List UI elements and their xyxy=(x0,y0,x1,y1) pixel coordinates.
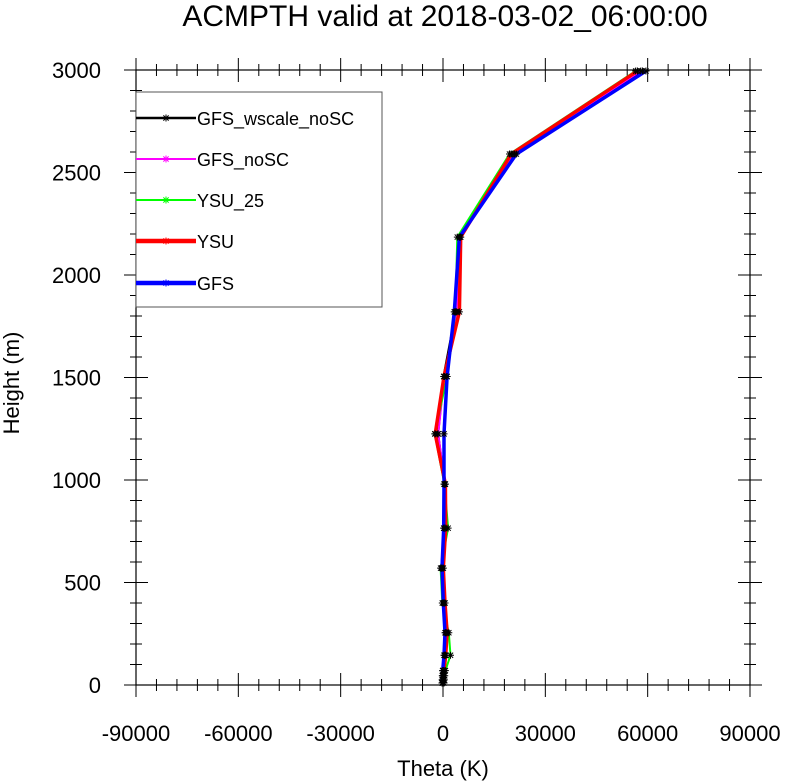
data-point-marker xyxy=(440,651,448,659)
x-axis-label: Theta (K) xyxy=(397,756,489,781)
x-tick-label: -90000 xyxy=(102,721,171,746)
data-point-marker xyxy=(512,150,520,158)
data-point-marker xyxy=(642,67,650,75)
data-point-marker xyxy=(439,599,447,607)
data-point-marker xyxy=(438,676,446,684)
data-point-marker xyxy=(455,233,463,241)
y-tick-label: 3000 xyxy=(52,58,101,83)
legend-label: YSU_25 xyxy=(197,191,264,212)
data-point-marker xyxy=(440,480,448,488)
data-point-marker xyxy=(507,150,515,158)
y-tick-label: 1500 xyxy=(52,366,101,391)
x-tick-label: -30000 xyxy=(306,721,375,746)
data-point-marker xyxy=(162,114,170,122)
legend-label: YSU xyxy=(197,232,234,252)
y-tick-labels: 0 500 1000 1500 2000 2500 3000 xyxy=(52,58,101,698)
data-point-marker xyxy=(455,308,463,316)
data-point-marker xyxy=(162,196,170,204)
y-tick-label: 0 xyxy=(89,673,101,698)
series-line-GFS xyxy=(440,69,647,684)
series-lines xyxy=(433,69,647,684)
data-point-marker xyxy=(162,237,170,245)
y-tick-label: 2000 xyxy=(52,263,101,288)
series-line-GFS_wscale_noSC xyxy=(436,69,644,684)
data-point-marker xyxy=(443,372,451,380)
x-tick-label: 0 xyxy=(437,721,449,746)
x-tick-label: 90000 xyxy=(719,721,780,746)
y-tick-label: 1000 xyxy=(52,468,101,493)
data-point-marker xyxy=(431,430,439,438)
data-point-marker xyxy=(438,564,446,572)
axis-ticks xyxy=(124,58,762,697)
series-line-YSU xyxy=(433,69,639,684)
legend-label: GFS_noSC xyxy=(197,150,289,171)
y-tick-label: 500 xyxy=(64,571,101,596)
series-line-GFS_noSC xyxy=(437,70,642,684)
y-axis-label: Height (m) xyxy=(0,332,24,435)
data-point-marker xyxy=(447,651,455,659)
data-point-marker xyxy=(438,672,446,680)
legend-label: GFS xyxy=(197,274,234,294)
data-point-marker xyxy=(450,308,458,316)
data-point-marker xyxy=(441,629,449,637)
data-point-marker xyxy=(440,430,448,438)
data-point-marker xyxy=(439,667,447,675)
data-point-marker xyxy=(440,524,448,532)
data-point-marker xyxy=(162,155,170,163)
legend: GFS_wscale_noSC GFS_noSC YSU_25 YSU GFS xyxy=(135,91,383,308)
data-point-marker xyxy=(162,279,170,287)
y-tick-label: 2500 xyxy=(52,161,101,186)
data-point-marker xyxy=(633,67,641,75)
legend-label: GFS_wscale_noSC xyxy=(197,109,354,130)
series-markers xyxy=(431,67,650,687)
x-tick-label: 60000 xyxy=(617,721,678,746)
x-tick-label: -60000 xyxy=(204,721,273,746)
x-tick-label: 30000 xyxy=(515,721,576,746)
series-line-YSU_25 xyxy=(433,70,637,684)
x-tick-labels: -90000 -60000 -30000 0 30000 60000 90000 xyxy=(102,721,781,746)
chart-title: ACMPTH valid at 2018-03-02_06:00:00 xyxy=(182,0,707,33)
